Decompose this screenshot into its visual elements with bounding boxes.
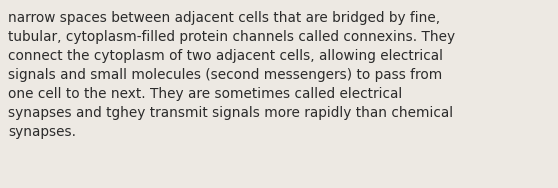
Text: narrow spaces between adjacent cells that are bridged by fine,
tubular, cytoplas: narrow spaces between adjacent cells tha… <box>8 11 455 139</box>
